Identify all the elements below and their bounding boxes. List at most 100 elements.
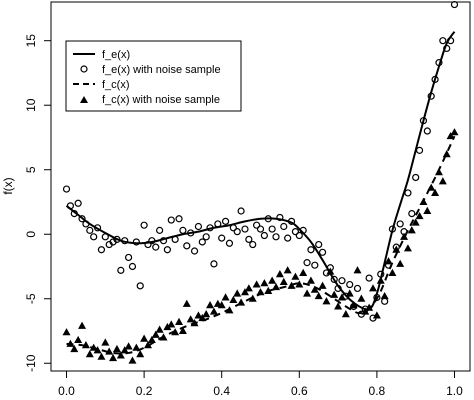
y-tick-label: 15: [24, 34, 38, 48]
data-point-f-c-noise: [62, 328, 71, 336]
data-point-f-e-noise: [70, 209, 78, 218]
y-axis-label: f(x): [1, 177, 15, 194]
legend-label-f-e: f_e(x): [102, 49, 130, 61]
data-point-f-c-noise: [178, 326, 187, 334]
data-point-f-c-noise: [229, 295, 238, 304]
data-point-f-e-noise: [307, 246, 315, 254]
data-point-f-c-noise: [361, 307, 370, 315]
data-point-f-c-noise: [209, 307, 218, 315]
data-point-f-c-noise: [400, 232, 409, 240]
data-point-f-e-noise: [284, 234, 292, 242]
data-point-f-c-noise: [132, 343, 141, 351]
data-point-f-e-noise: [253, 221, 261, 229]
data-point-f-e-noise: [423, 127, 431, 135]
data-point-f-c-noise: [396, 259, 405, 267]
data-point-f-e-noise: [388, 225, 397, 233]
data-point-f-e-noise: [287, 217, 296, 225]
data-point-f-e-noise: [93, 224, 102, 232]
data-point-f-c-noise: [431, 188, 440, 196]
data-point-f-e-noise: [229, 224, 237, 232]
data-point-f-c-noise: [392, 245, 401, 253]
data-point-f-e-noise: [241, 225, 249, 233]
legend: f_e(x) f_e(x) with noise sample f_c(x) f…: [65, 40, 242, 112]
data-point-f-e-noise: [237, 207, 245, 215]
data-point-f-c-noise: [337, 293, 346, 301]
data-point-f-c-noise: [109, 353, 118, 362]
data-point-f-c-noise: [299, 268, 308, 276]
legend-label-f-c: f_c(x): [102, 79, 130, 91]
y-axis: -10 -5 0 5 10 15: [24, 34, 51, 372]
data-point-f-c-noise: [237, 298, 246, 306]
data-point-f-c-noise: [85, 350, 94, 358]
data-point-f-e-noise: [163, 246, 171, 254]
data-point-f-c-noise: [147, 335, 156, 344]
x-tick-label: 0.8: [369, 384, 386, 398]
data-point-f-c-noise: [357, 294, 366, 302]
data-point-f-c-noise: [322, 297, 331, 305]
plot-frame: [50, 1, 471, 372]
data-point-f-c-noise: [260, 279, 269, 287]
y-tick-label: -10: [24, 354, 38, 372]
data-point-f-c-noise: [244, 284, 253, 292]
data-point-f-e-noise: [194, 222, 203, 231]
x-tick-label: 0.0: [58, 384, 75, 398]
data-point-f-c-noise: [365, 303, 374, 311]
data-point-f-e-noise: [330, 275, 338, 283]
data-point-f-c-noise: [182, 299, 191, 307]
data-point-f-c-noise: [369, 284, 378, 292]
data-point-f-e-noise: [159, 237, 168, 245]
data-point-f-c-noise: [128, 356, 137, 364]
data-point-f-c-noise: [70, 344, 79, 353]
data-point-f-e-noise: [280, 222, 288, 231]
data-point-f-e-noise: [187, 229, 195, 237]
data-point-f-c-noise: [120, 346, 129, 354]
data-point-f-e-noise: [210, 260, 218, 268]
data-point-f-e-noise: [113, 235, 121, 243]
data-point-f-c-noise: [81, 341, 90, 349]
data-point-f-e-noise: [245, 235, 253, 243]
data-point-f-c-noise: [442, 150, 451, 158]
legend-box: [65, 40, 242, 112]
series-line-f-e: [65, 31, 456, 311]
data-point-f-c-noise: [415, 211, 424, 220]
data-point-f-e-noise: [221, 217, 230, 225]
data-point-f-c-noise: [279, 277, 288, 285]
data-point-f-e-noise: [311, 261, 319, 269]
data-point-f-c-noise: [116, 351, 125, 359]
legend-triangle-key: [80, 96, 88, 103]
data-point-f-e-noise: [439, 37, 447, 45]
data-point-f-c-noise: [78, 321, 87, 329]
data-point-f-c-noise: [217, 301, 226, 309]
data-point-f-c-noise: [272, 282, 281, 291]
data-point-f-c-noise: [155, 325, 164, 333]
data-point-f-c-noise: [345, 289, 354, 297]
data-point-f-c-noise: [318, 281, 327, 289]
data-point-f-c-noise: [283, 266, 292, 274]
data-point-f-e-noise: [198, 238, 206, 246]
data-point-f-e-noise: [190, 247, 199, 255]
data-point-f-e-noise: [86, 226, 94, 234]
data-point-f-e-noise: [408, 209, 416, 218]
data-point-f-c-noise: [330, 290, 339, 298]
data-point-f-e-noise: [412, 173, 420, 182]
data-point-f-c-noise: [407, 226, 416, 234]
data-point-f-e-noise: [268, 225, 276, 233]
data-point-f-c-noise: [275, 270, 284, 278]
data-point-f-c-noise: [248, 294, 257, 302]
data-point-f-c-noise: [190, 319, 199, 327]
data-point-f-e-noise: [206, 224, 214, 232]
data-point-f-c-noise: [349, 301, 358, 309]
data-point-f-e-noise: [97, 246, 106, 254]
data-point-f-c-noise: [252, 280, 261, 288]
data-point-f-e-noise: [295, 231, 303, 240]
x-tick-label: 1.0: [446, 384, 463, 398]
data-point-f-e-noise: [334, 284, 342, 293]
data-point-f-c-noise: [287, 281, 296, 289]
data-point-f-c-noise: [93, 346, 102, 354]
data-point-f-c-noise: [419, 197, 428, 205]
data-point-f-e-noise: [373, 293, 381, 302]
data-point-f-c-noise: [334, 302, 343, 310]
data-point-f-e-noise: [179, 226, 187, 234]
data-point-f-e-noise: [132, 238, 140, 246]
data-point-f-c-noise: [240, 288, 249, 296]
